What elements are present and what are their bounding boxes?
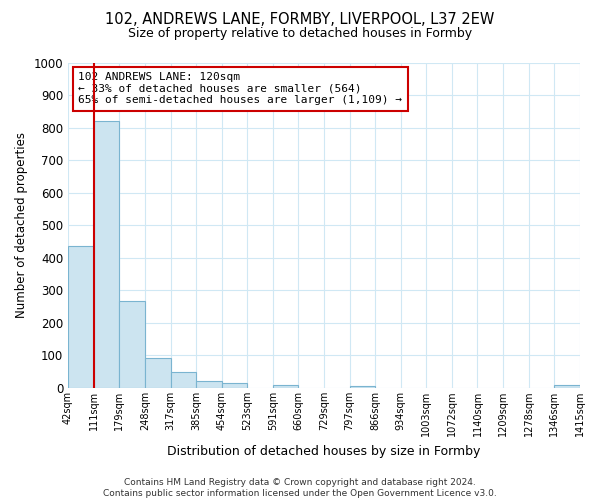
Bar — [170, 372, 196, 388]
Text: Contains HM Land Registry data © Crown copyright and database right 2024.
Contai: Contains HM Land Registry data © Crown c… — [103, 478, 497, 498]
Bar — [145, 358, 170, 388]
Y-axis label: Number of detached properties: Number of detached properties — [15, 132, 28, 318]
Bar — [350, 386, 375, 388]
Bar — [273, 384, 298, 388]
Bar — [119, 300, 145, 388]
Bar — [68, 246, 94, 388]
Text: Size of property relative to detached houses in Formby: Size of property relative to detached ho… — [128, 28, 472, 40]
Text: 102, ANDREWS LANE, FORMBY, LIVERPOOL, L37 2EW: 102, ANDREWS LANE, FORMBY, LIVERPOOL, L3… — [106, 12, 494, 28]
Bar — [94, 121, 119, 388]
X-axis label: Distribution of detached houses by size in Formby: Distribution of detached houses by size … — [167, 444, 481, 458]
Bar — [554, 386, 580, 388]
Bar — [196, 380, 221, 388]
Text: 102 ANDREWS LANE: 120sqm
← 33% of detached houses are smaller (564)
65% of semi-: 102 ANDREWS LANE: 120sqm ← 33% of detach… — [78, 72, 402, 106]
Bar — [221, 382, 247, 388]
